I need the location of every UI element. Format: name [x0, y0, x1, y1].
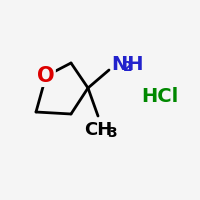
Text: NH: NH: [111, 54, 144, 73]
Text: HCl: HCl: [141, 86, 179, 106]
Text: CH: CH: [84, 121, 112, 139]
Text: 3: 3: [108, 126, 117, 140]
Text: O: O: [37, 66, 55, 86]
Text: 2: 2: [123, 60, 132, 74]
